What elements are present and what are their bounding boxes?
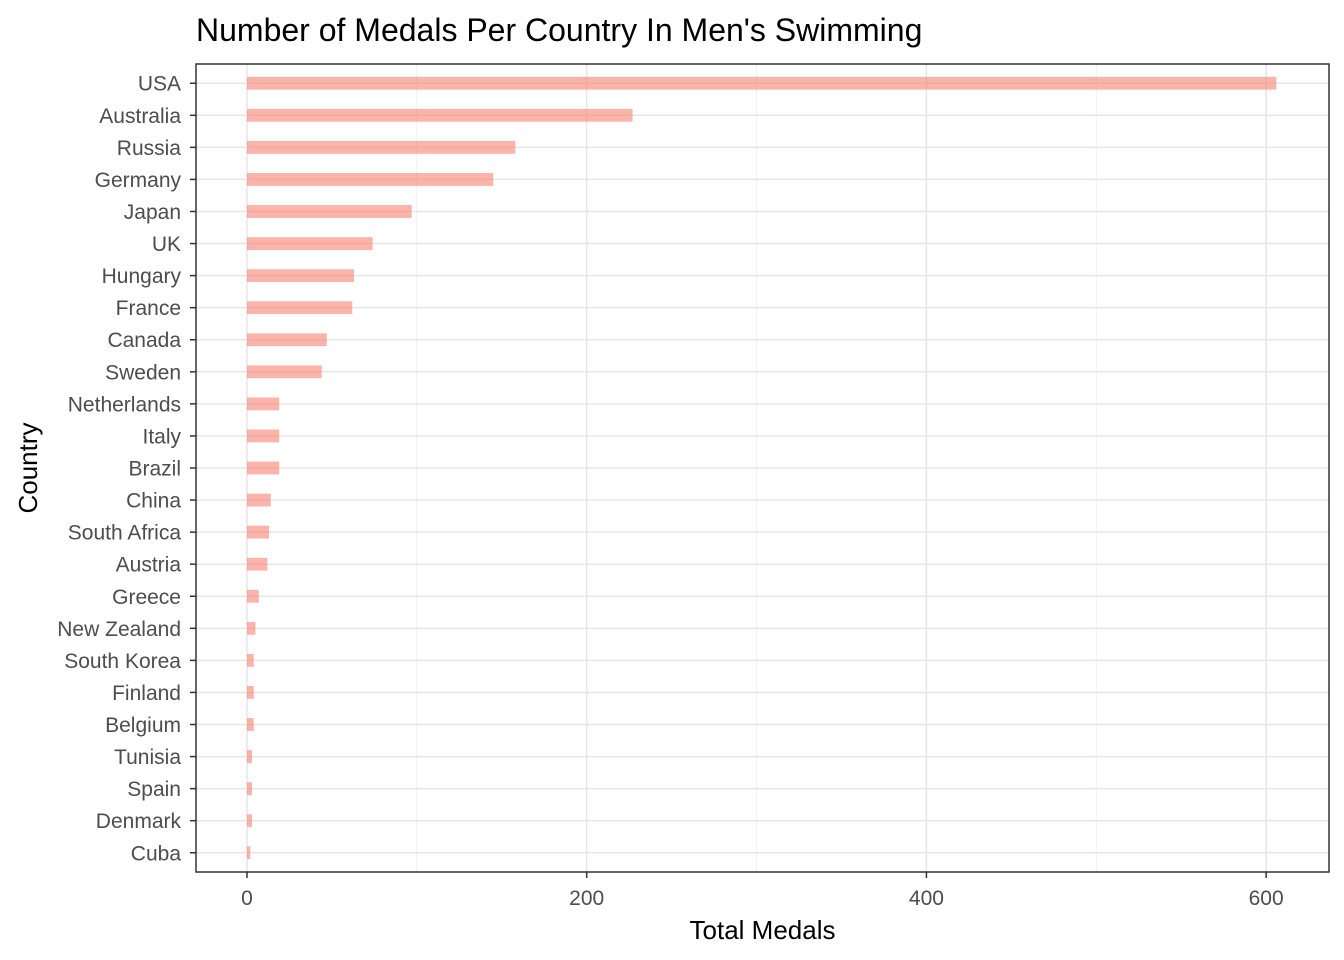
y-tick-label: Finland	[112, 682, 181, 705]
bar-germany	[246, 173, 494, 186]
y-tick-label: New Zealand	[57, 618, 181, 641]
y-tick-label: Austria	[116, 554, 182, 577]
bar-south-africa	[246, 525, 270, 539]
bar-austria	[246, 557, 268, 571]
y-tick-label: Hungary	[102, 265, 182, 288]
y-tick-label: Belgium	[105, 714, 181, 737]
bar-spain	[246, 782, 253, 796]
bar-australia	[246, 108, 633, 122]
bar-uk	[246, 237, 373, 250]
bar-italy	[246, 429, 280, 443]
bar-new-zealand	[246, 621, 256, 635]
bar-china	[246, 493, 271, 507]
bar-netherlands	[246, 397, 280, 411]
x-tick-label: 600	[1249, 887, 1284, 910]
x-tick-label: 400	[909, 887, 944, 910]
y-tick-label: Denmark	[96, 810, 182, 833]
bar-denmark	[246, 814, 253, 828]
y-tick-label: Germany	[95, 169, 182, 192]
bar-france	[246, 301, 353, 315]
y-tick-label: Japan	[124, 201, 181, 224]
y-tick-label: UK	[152, 233, 181, 256]
y-tick-label: Netherlands	[68, 393, 181, 416]
bars	[246, 76, 1277, 860]
y-tick-label: Italy	[142, 425, 181, 448]
y-tick-label: Brazil	[128, 458, 181, 481]
x-tick-label: 0	[241, 887, 253, 910]
y-tick-label: Sweden	[105, 361, 181, 384]
bar-brazil	[246, 461, 280, 475]
y-tick-label: South Korea	[64, 650, 181, 673]
y-tick-label: Russia	[117, 137, 182, 160]
y-tick-label: Spain	[127, 778, 181, 801]
bar-russia	[246, 140, 516, 154]
bar-usa	[246, 76, 1277, 90]
x-axis-ticks: 0 200 400 600	[241, 872, 1284, 910]
bar-tunisia	[246, 750, 253, 763]
y-tick-label: Australia	[99, 105, 181, 128]
bar-cuba	[246, 846, 251, 860]
x-tick-label: 200	[569, 887, 604, 910]
x-axis-title: Total Medals	[690, 915, 836, 945]
y-axis-ticks: USA Australia Russia Germany Japan UK Hungary F…	[57, 73, 196, 865]
y-tick-label: Tunisia	[114, 746, 181, 769]
bar-japan	[246, 205, 412, 218]
y-tick-label: Cuba	[131, 842, 182, 865]
y-tick-label: USA	[138, 73, 181, 96]
y-axis-title: Country	[13, 422, 43, 513]
bar-sweden	[246, 365, 322, 379]
bar-south-korea	[246, 653, 254, 667]
chart-title: Number of Medals Per Country In Men's Sw…	[196, 12, 922, 48]
bar-greece	[246, 589, 259, 603]
y-tick-label: China	[126, 490, 181, 513]
bar-finland	[246, 686, 254, 699]
bar-belgium	[246, 718, 254, 731]
y-tick-label: South Africa	[68, 522, 182, 545]
y-tick-label: Canada	[107, 329, 181, 352]
bar-hungary	[246, 269, 354, 283]
bar-canada	[246, 333, 327, 347]
y-tick-label: France	[116, 297, 181, 320]
y-tick-label: Greece	[112, 586, 181, 609]
